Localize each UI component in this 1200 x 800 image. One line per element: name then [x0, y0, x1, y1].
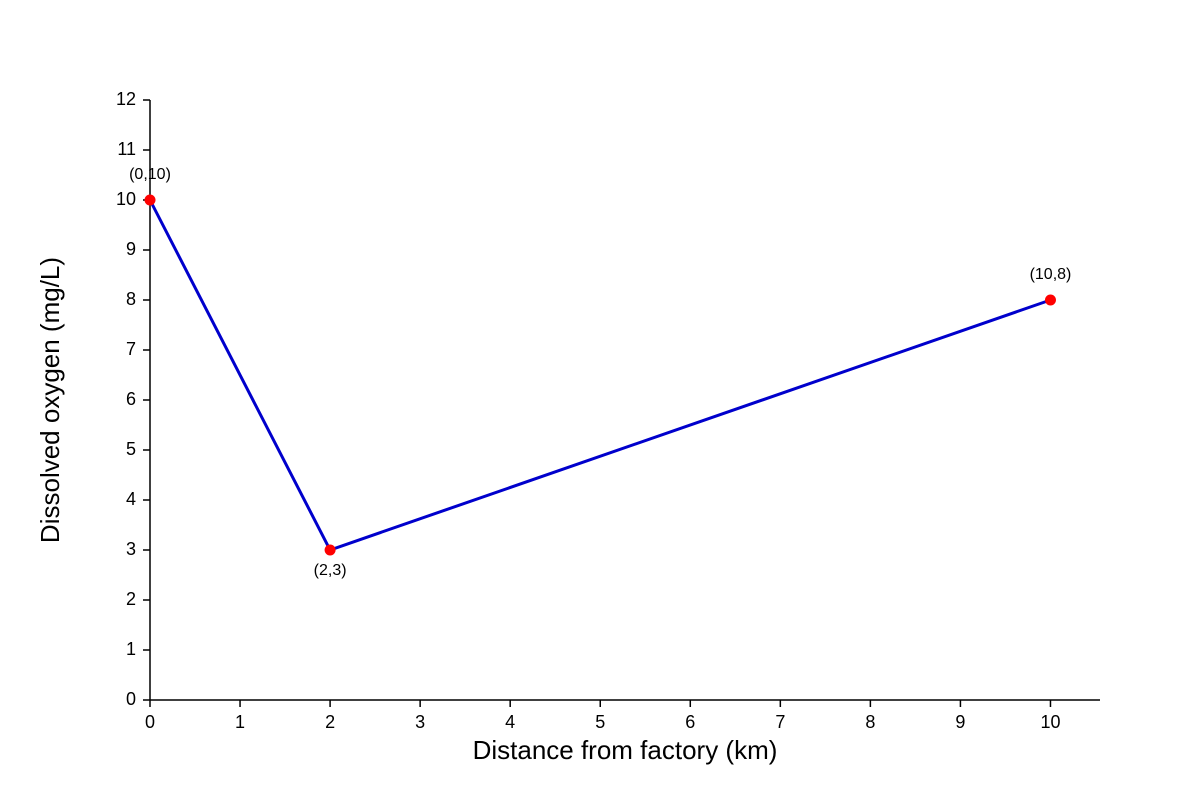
x-tick-label: 7 [775, 712, 785, 732]
x-tick-label: 6 [685, 712, 695, 732]
x-tick-label: 4 [505, 712, 515, 732]
x-axis-title: Distance from factory (km) [473, 735, 778, 765]
y-tick-label: 3 [126, 539, 136, 559]
y-tick-label: 12 [116, 89, 136, 109]
y-tick-label: 6 [126, 389, 136, 409]
y-tick-label: 5 [126, 439, 136, 459]
y-tick-label: 11 [117, 139, 136, 159]
x-tick-label: 10 [1040, 712, 1060, 732]
y-axis-title: Dissolved oxygen (mg/L) [35, 257, 65, 543]
x-tick-label: 3 [415, 712, 425, 732]
data-line [148, 199, 1051, 552]
x-tick-label: 9 [955, 712, 965, 732]
y-tick-label: 0 [126, 689, 136, 709]
data-label: (10,8) [1030, 266, 1072, 283]
y-tick-label: 10 [116, 189, 136, 209]
y-tick-label: 2 [126, 589, 136, 609]
y-tick-label: 4 [126, 489, 136, 509]
data-point [1044, 294, 1056, 306]
x-tick-label: 0 [145, 712, 155, 732]
y-tick-label: 1 [126, 639, 136, 659]
y-tick-label: 7 [126, 339, 136, 359]
data-point [144, 194, 156, 206]
x-tick-label: 5 [595, 712, 605, 732]
data-label: (2,3) [314, 562, 347, 579]
y-tick-label: 8 [126, 289, 136, 309]
x-tick-label: 1 [235, 712, 245, 732]
data-label: (0,10) [129, 166, 171, 183]
y-tick-label: 9 [126, 239, 136, 259]
x-tick-label: 8 [865, 712, 875, 732]
x-tick-label: 2 [325, 712, 335, 732]
data-point [324, 544, 336, 556]
